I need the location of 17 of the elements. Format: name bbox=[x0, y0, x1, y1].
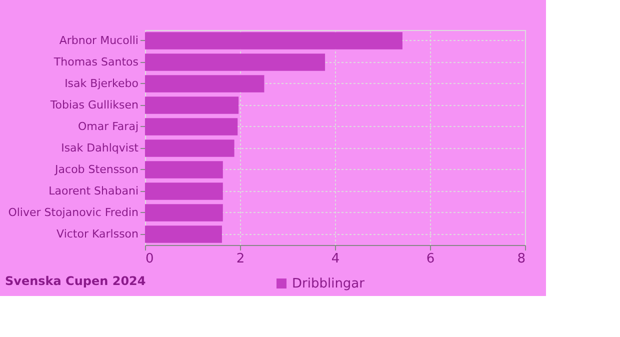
x-tick-label: 0 bbox=[146, 252, 154, 266]
y-tick-label: Thomas Santos bbox=[52, 55, 139, 68]
y-tick-label: Victor Karlsson bbox=[56, 227, 139, 240]
y-tick-label: Tobias Gulliksen bbox=[49, 98, 139, 112]
text: Svenska Cupen 2024 bbox=[5, 274, 146, 288]
y-tick-label: Omar Faraj bbox=[78, 120, 138, 133]
legend-label: Dribblingar bbox=[292, 276, 366, 292]
y-tick-label: Jacob Stensson bbox=[54, 162, 139, 176]
x-tick-label: 8 bbox=[517, 252, 526, 266]
y-tick-label: Isak Dahlqvist bbox=[61, 141, 140, 154]
y-tick-label: Isak Bjerkebo bbox=[64, 76, 139, 90]
y-tick-label: Arbnor Mucolli bbox=[59, 34, 138, 47]
y-tick-label: Laorent Shabani bbox=[48, 184, 138, 198]
x-tick-label: 2 bbox=[236, 252, 245, 266]
y-tick-label: Oliver Stojanovic Fredin bbox=[8, 206, 139, 219]
x-tick-label: 6 bbox=[426, 252, 435, 266]
x-tick-label: 4 bbox=[331, 252, 340, 266]
